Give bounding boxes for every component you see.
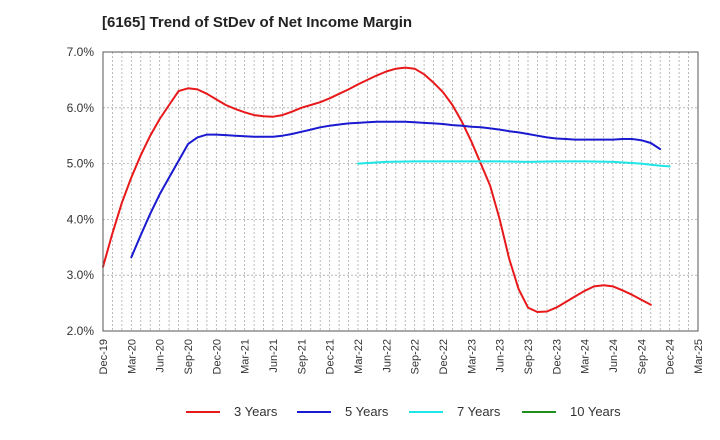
x-tick-label: Dec-20: [211, 339, 223, 374]
y-tick-label: 7.0%: [67, 45, 95, 59]
x-tick-label: Dec-22: [438, 339, 450, 374]
x-tick-label: Dec-21: [325, 339, 337, 374]
y-tick-label: 2.0%: [67, 324, 95, 338]
x-tick-label: Mar-22: [353, 339, 365, 374]
series-line: [102, 66, 652, 313]
series-line: [357, 160, 671, 168]
plot-frame: [102, 51, 699, 332]
x-tick-label: Mar-24: [580, 339, 592, 374]
x-tick-label: Mar-20: [126, 339, 138, 374]
y-tick-label: 4.0%: [67, 212, 95, 226]
y-tick-label: 3.0%: [67, 268, 95, 282]
x-tick-label: Dec-19: [98, 339, 110, 374]
y-tick-label: 5.0%: [67, 157, 95, 171]
x-tick-label: Mar-21: [240, 339, 252, 374]
legend-item: 7 Years: [409, 404, 500, 419]
legend-label: 7 Years: [457, 404, 501, 419]
series-line: [130, 120, 662, 259]
x-tick-label: Mar-25: [693, 339, 705, 374]
legend-swatch: [522, 410, 556, 413]
x-tick-label: Dec-23: [551, 339, 563, 374]
x-tick-label: Sep-23: [523, 339, 535, 374]
legend-label: 10 Years: [570, 404, 621, 419]
x-tick-label: Sep-20: [183, 339, 195, 374]
legend-label: 3 Years: [234, 404, 278, 419]
x-tick-label: Jun-21: [268, 339, 280, 373]
legend-label: 5 Years: [345, 404, 389, 419]
legend-item: 5 Years: [297, 404, 388, 419]
series-lines: [102, 66, 671, 313]
x-tick-label: Sep-24: [636, 339, 648, 374]
legend-swatch: [297, 410, 331, 413]
legend-item: 10 Years: [522, 404, 621, 419]
legend-swatch: [409, 410, 443, 413]
x-tick-label: Jun-24: [608, 339, 620, 373]
x-tick-label: Mar-23: [466, 339, 478, 374]
x-tick-label: Jun-22: [381, 339, 393, 373]
chart-title: [6165] Trend of StDev of Net Income Marg…: [102, 14, 413, 31]
x-tick-label: Dec-24: [665, 339, 677, 374]
x-tick-label: Sep-22: [410, 339, 422, 374]
x-tick-label: Jun-20: [155, 339, 167, 373]
legend-swatch: [186, 410, 220, 413]
y-tick-label: 6.0%: [67, 101, 95, 115]
legend: 3 Years 5 Years 7 Years 10 Years: [0, 404, 720, 426]
x-tick-label: Jun-23: [495, 339, 507, 373]
x-tick-label: Sep-21: [296, 339, 308, 374]
axes: 2.0% 3.0% 4.0% 5.0% 6.0% 7.0% Dec-19 Mar-20 Jun-…: [67, 45, 705, 374]
legend-item: 3 Years: [186, 404, 277, 419]
grid: [103, 51, 698, 332]
